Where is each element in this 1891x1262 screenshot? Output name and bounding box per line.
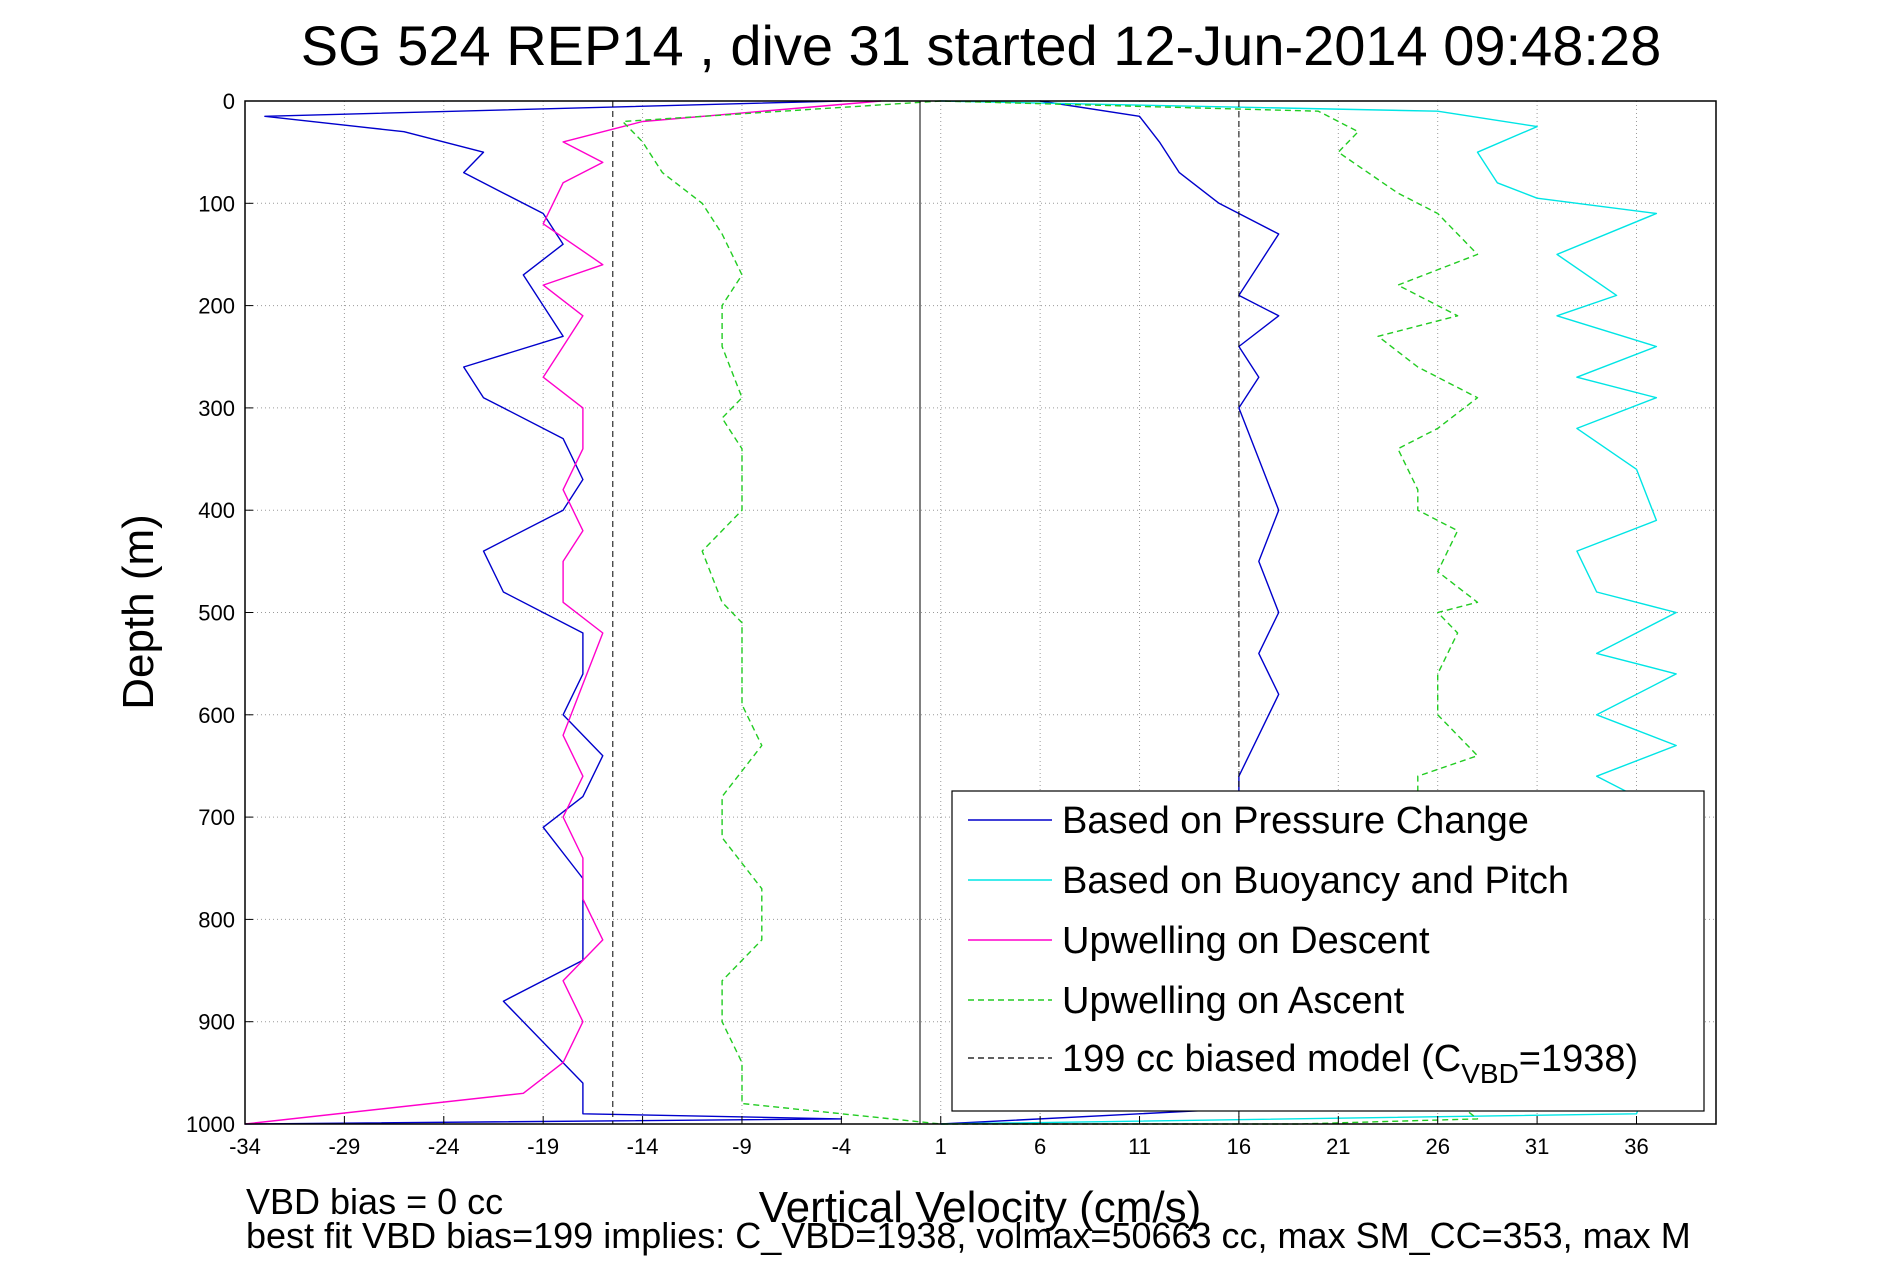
x-tick-label: 16 [1227, 1134, 1251, 1159]
x-axis-label: Vertical Velocity (cm/s) [759, 1183, 1202, 1232]
x-tick-label: 31 [1525, 1134, 1549, 1159]
y-tick-label: 300 [198, 396, 235, 421]
x-tick-label: -34 [229, 1134, 261, 1159]
legend: Based on Pressure Change Based on Buoyan… [951, 790, 1705, 1112]
x-tick-label: 6 [1034, 1134, 1046, 1159]
series-line-3 [244, 100, 882, 1125]
x-tick-label: 36 [1624, 1134, 1648, 1159]
y-tick-label: 500 [198, 601, 235, 626]
y-ticks: 0 100 200 300 400 500 600 700 800 900 1000 [186, 89, 253, 1137]
legend-label-descent: Upwelling on Descent [1062, 920, 1430, 962]
y-tick-label: 0 [223, 89, 235, 114]
x-tick-label: 26 [1425, 1134, 1449, 1159]
x-tick-label: -9 [732, 1134, 752, 1159]
legend-label-buoyancy: Based on Buoyancy and Pitch [1062, 860, 1569, 902]
y-tick-label: 200 [198, 294, 235, 319]
y-tick-label: 700 [198, 805, 235, 830]
y-tick-label: 100 [198, 191, 235, 216]
y-tick-label: 600 [198, 703, 235, 728]
x-tick-label: -4 [832, 1134, 852, 1159]
x-tick-label: -14 [627, 1134, 659, 1159]
x-tick-label: -29 [328, 1134, 360, 1159]
x-tick-label: 11 [1128, 1134, 1151, 1159]
y-axis-label: Depth (m) [114, 514, 163, 710]
footer-line-2: best fit VBD bias=199 implies: C_VBD=193… [246, 1215, 1691, 1256]
y-tick-label: 900 [198, 1010, 235, 1035]
series-group [244, 100, 1677, 1125]
legend-label-pressure: Based on Pressure Change [1062, 800, 1529, 842]
x-tick-label: 21 [1326, 1134, 1350, 1159]
series-line-0 [244, 100, 843, 1125]
x-ticks: -34 -29 -24 -19 -14 -9 -4 1 6 11 16 21 26 31 36 [229, 1116, 1649, 1159]
x-tick-label: -19 [527, 1134, 559, 1159]
x-tick-label: 1 [935, 1134, 947, 1159]
y-tick-label: 800 [198, 907, 235, 932]
footer-line-1: VBD bias = 0 cc [246, 1181, 503, 1222]
y-tick-label: 400 [198, 498, 235, 523]
x-tick-label: -24 [428, 1134, 460, 1159]
legend-label-ascent: Upwelling on Ascent [1062, 980, 1405, 1022]
legend-label-model: 199 cc biased model (CVBD=1938) [1062, 1038, 1638, 1089]
legend-box [951, 790, 1705, 1112]
y-tick-label: 1000 [186, 1112, 235, 1137]
chart-title: SG 524 REP14 , dive 31 started 12-Jun-20… [301, 14, 1661, 77]
